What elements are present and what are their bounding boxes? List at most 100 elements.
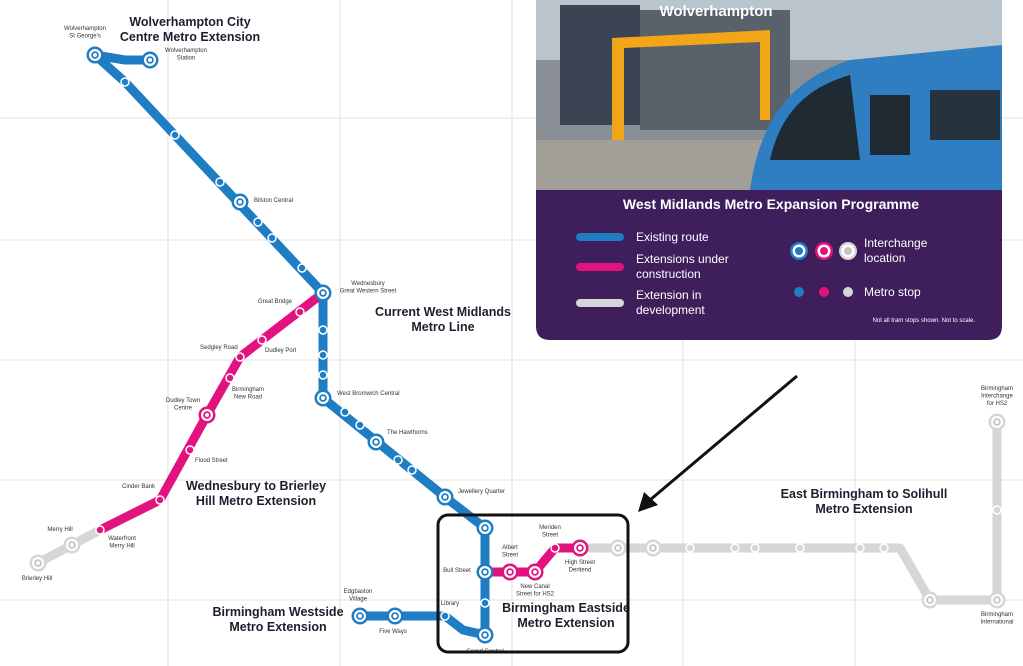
stop xyxy=(393,455,403,465)
legend-label: Extensions under construction xyxy=(636,252,729,281)
stop xyxy=(340,407,350,417)
station-label-line: New Canal xyxy=(520,584,549,590)
station-label-line: Great Bridge xyxy=(258,299,293,305)
stop xyxy=(215,177,225,187)
interchange-dot xyxy=(995,420,999,424)
interchange-dot xyxy=(321,291,325,295)
interchange-dot xyxy=(928,598,932,602)
region-label: Wednesbury to Brierley Hill Metro Extensi… xyxy=(186,479,326,508)
station-label-line: Birmingham xyxy=(232,387,264,393)
stop xyxy=(879,543,889,553)
station-label-line: Wolverhampton xyxy=(165,48,207,54)
station-label-line: Albert xyxy=(502,545,518,551)
tram-window xyxy=(770,75,860,160)
station-label: Birmingham International xyxy=(980,612,1013,626)
interchange-dot xyxy=(358,614,362,618)
region-label-line: Metro Extension xyxy=(229,620,326,634)
station-label: High Street Deritend xyxy=(565,560,595,574)
arrow-head xyxy=(638,492,658,512)
region-label-line: East Birmingham to Solihull xyxy=(781,487,948,501)
legend-stop-icon xyxy=(794,287,804,297)
station-label: Five Ways xyxy=(379,629,407,635)
region-label: East Birmingham to Solihull Metro Extensi… xyxy=(781,487,948,516)
station-label: Bilston Central xyxy=(254,198,293,204)
stop xyxy=(440,611,450,621)
interchange-dot xyxy=(651,546,655,550)
station-label: Bull Street xyxy=(443,568,471,574)
stop xyxy=(992,505,1002,515)
legend-label: Extension in development xyxy=(636,288,705,317)
station-label-line: Sedgley Road xyxy=(200,345,238,351)
legend-label-line: Extensions under xyxy=(636,252,729,266)
station-label-line: Deritend xyxy=(569,568,592,574)
tram-door xyxy=(870,95,910,155)
region-label-line: Metro Extension xyxy=(815,502,912,516)
stop xyxy=(235,352,245,362)
station-labels: Wolverhampton St George's Wolverhampton Sta… xyxy=(22,26,1014,655)
stop xyxy=(355,420,365,430)
station-label-line: Meriden xyxy=(539,525,561,531)
stop xyxy=(225,373,235,383)
legend-note: Not all tram stops shown. Not to scale. xyxy=(873,318,976,324)
interchange-dot xyxy=(508,570,512,574)
station-label: Flood Street xyxy=(195,458,228,464)
station-label: Sedgley Road xyxy=(200,345,238,351)
station-label-line: Bull Street xyxy=(443,568,471,574)
region-label: Current West Midlands Metro Line xyxy=(375,305,511,334)
legend-label-line: development xyxy=(636,303,705,317)
legend-stop-icon xyxy=(819,287,829,297)
station-label-line: Interchange xyxy=(981,394,1013,400)
station-label-line: Library xyxy=(441,601,459,607)
legend-label-line: construction xyxy=(636,267,701,281)
route xyxy=(90,50,490,640)
legend-interchange-line: location xyxy=(864,251,905,265)
station-label-line: Cinder Bank xyxy=(122,484,156,490)
legend-label: Existing route xyxy=(636,230,709,244)
stop xyxy=(855,543,865,553)
stop xyxy=(95,525,105,535)
station-label-line: Jewellery Quarter xyxy=(458,489,505,495)
station-label-line: Centre xyxy=(174,406,193,412)
station-label: Cinder Bank xyxy=(122,484,156,490)
highlight-box xyxy=(436,513,630,654)
interchange-dot xyxy=(36,561,40,565)
tram-window xyxy=(930,90,1000,140)
region-label-line: Metro Line xyxy=(411,320,474,334)
stop xyxy=(257,335,267,345)
region-label-line: Birmingham Westside xyxy=(212,605,343,619)
stop xyxy=(185,445,195,455)
region-label: Wolverhampton City Centre Metro Extension xyxy=(120,15,260,44)
stop xyxy=(120,77,130,87)
region-label-line: Current West Midlands xyxy=(375,305,511,319)
stop xyxy=(685,543,695,553)
station-label-line: Street xyxy=(542,533,558,539)
station-label-line: Birmingham xyxy=(981,386,1013,392)
station-label: Library xyxy=(441,601,459,607)
interchange-dot xyxy=(995,598,999,602)
station-label: Jewellery Quarter xyxy=(458,489,505,495)
region-label-line: Metro Extension xyxy=(517,616,614,630)
stop xyxy=(730,543,740,553)
legend-interchange-icon xyxy=(795,247,803,255)
station-label-line: Brierley Hill xyxy=(22,576,52,582)
legend-stop-line: Metro stop xyxy=(864,285,921,299)
building xyxy=(560,5,640,125)
station-label-line: Waterfront xyxy=(108,536,136,542)
region-label: Birmingham Westside Metro Extension xyxy=(212,605,343,634)
station-label-line: Street for HS2 xyxy=(516,592,555,598)
station-label-line: New Road xyxy=(234,395,262,401)
legend-interchange-icon xyxy=(844,247,852,255)
station-label-line: Village xyxy=(349,597,368,603)
station-label-line: Flood Street xyxy=(195,458,228,464)
station-label: The Hawthorns xyxy=(387,430,428,436)
station-label: Great Bridge xyxy=(258,299,293,305)
station-label-line: Dudley Town xyxy=(166,398,200,404)
region-label-line: Wolverhampton City xyxy=(129,15,250,29)
station-label-line: Edgbaston xyxy=(344,589,373,595)
station-label: Waterfront Merry Hill xyxy=(108,536,136,550)
station-label-line: Station xyxy=(177,56,196,62)
route xyxy=(575,417,1002,605)
station-label-line: for HS2 xyxy=(987,401,1008,407)
stop xyxy=(318,325,328,335)
legend-label-line: Extension in xyxy=(636,288,701,302)
